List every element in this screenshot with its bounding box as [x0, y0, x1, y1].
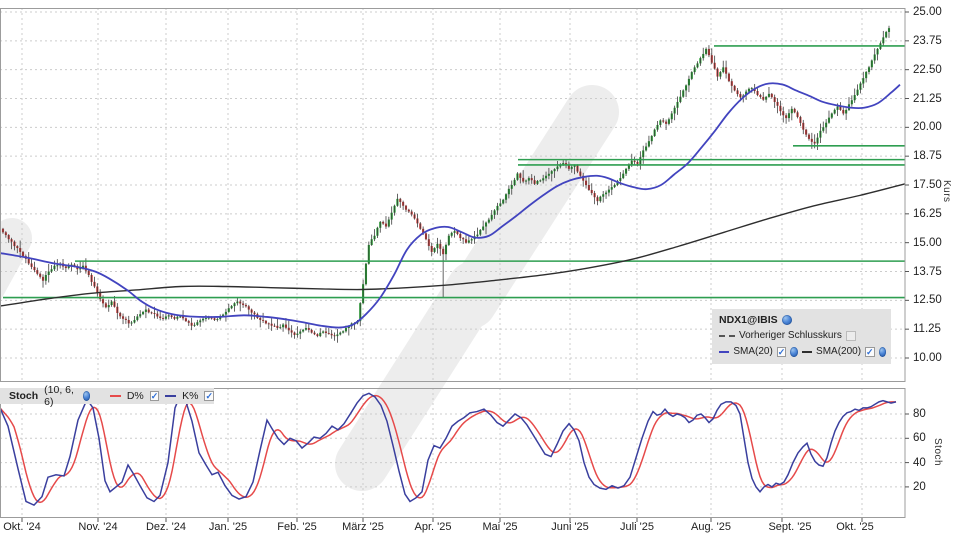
- k-line-swatch: [165, 395, 177, 397]
- stoch-tick-label: 80: [913, 408, 926, 420]
- month-label: Nov. '24: [78, 521, 118, 533]
- month-label: Sept. '25: [768, 521, 812, 533]
- sma20-line-swatch: [719, 351, 730, 353]
- month-label: Okt. '25: [836, 521, 874, 533]
- price-tick-label: 13.75: [913, 265, 942, 278]
- k-label: K%: [182, 390, 199, 402]
- sma20-checkbox[interactable]: ✓: [776, 347, 787, 357]
- price-tick-label: 21.25: [913, 92, 942, 105]
- price-tick-label: 11.25: [913, 323, 941, 336]
- price-tick-label: 25.00: [913, 6, 942, 18]
- stoch-tick-label: 60: [913, 432, 926, 445]
- price-tick-label: 23.75: [913, 34, 942, 47]
- instrument-legend: NDX1@IBIS Vorheriger Schlusskurs SMA(20)…: [712, 309, 891, 364]
- month-label: Mai '25: [482, 521, 518, 533]
- month-label: Juli '25: [620, 521, 654, 533]
- sma200-line-swatch: [801, 351, 813, 353]
- month-label: Feb. '25: [277, 521, 317, 533]
- price-tick-label: 15.00: [913, 236, 942, 249]
- price-tick-label: 22.50: [913, 63, 942, 76]
- globe-icon[interactable]: [781, 315, 792, 325]
- stoch-params: (10, 6, 6): [44, 384, 74, 408]
- stoch-axis-title: Stoch: [932, 438, 943, 467]
- prev-close-checkbox[interactable]: [845, 331, 856, 341]
- month-label: Jan. '25: [208, 521, 248, 533]
- globe-icon[interactable]: [82, 391, 91, 401]
- month-label: Aug. '25: [690, 521, 732, 533]
- price-tick-label: 10.00: [913, 352, 942, 364]
- sma200-checkbox[interactable]: ✓: [865, 347, 875, 357]
- month-label: März '25: [342, 521, 384, 533]
- stoch-tick-label: 20: [913, 480, 926, 493]
- month-label: Okt. '24: [3, 521, 41, 533]
- instrument-symbol: NDX1@IBIS: [719, 314, 778, 326]
- price-tick-label: 18.75: [913, 150, 942, 163]
- stoch-tick-label: 40: [913, 456, 926, 469]
- price-tick-label: 16.25: [913, 207, 942, 220]
- price-tick-label: 12.50: [913, 294, 942, 307]
- sma200-label: SMA(200): [816, 346, 862, 357]
- k-checkbox[interactable]: ✓: [204, 391, 214, 401]
- stoch-name: Stoch: [9, 390, 39, 402]
- globe-icon[interactable]: [790, 347, 798, 357]
- price-tick-label: 20.00: [913, 121, 942, 134]
- month-label: Apr. '25: [414, 521, 452, 533]
- price-tick-label: 17.50: [913, 179, 942, 191]
- dashed-line-swatch: [719, 335, 735, 337]
- month-label: Juni '25: [551, 521, 589, 533]
- d-label: D%: [126, 390, 144, 402]
- month-label: Dez. '24: [145, 521, 187, 533]
- prev-close-label: Vorheriger Schlusskurs: [739, 330, 842, 341]
- price-axis-title: Kurs: [941, 180, 952, 203]
- stochastic-legend: Stoch (10, 6, 6) D% ✓ K% ✓: [0, 384, 214, 408]
- sma20-label: SMA(20): [733, 346, 773, 357]
- d-line-swatch: [110, 395, 121, 397]
- globe-icon[interactable]: [878, 347, 886, 357]
- d-checkbox[interactable]: ✓: [149, 391, 160, 401]
